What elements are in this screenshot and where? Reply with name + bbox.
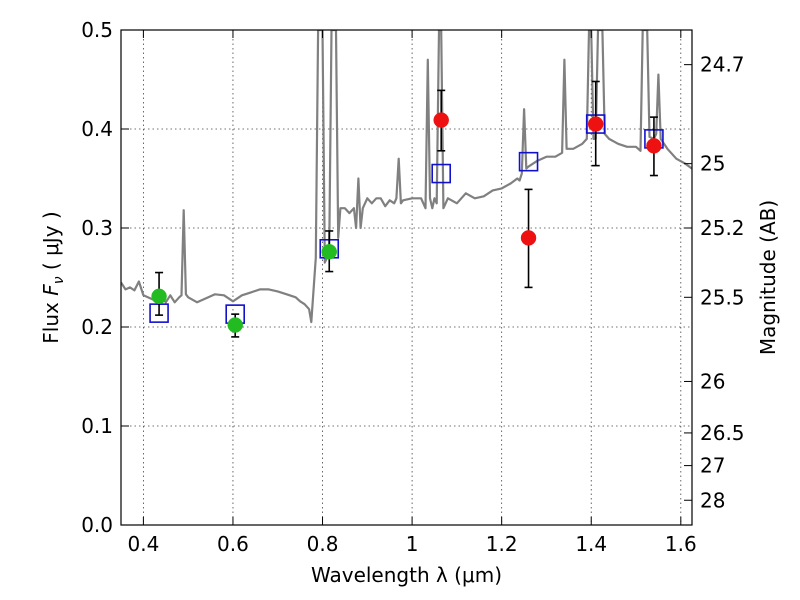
y-axis-title-prefix: Flux <box>39 296 63 344</box>
data-point-marker <box>587 116 604 132</box>
x-tick-label: 1.4 <box>575 532 607 556</box>
photometry-point <box>646 116 662 177</box>
y-tick-label: 0.2 <box>81 315 113 339</box>
data-point-marker <box>227 317 243 333</box>
data-point-marker <box>151 288 167 305</box>
gridlines <box>121 30 692 525</box>
data-point-marker <box>433 112 449 128</box>
y2-tick-label: 25.5 <box>700 285 745 309</box>
y2-tick-label: 25 <box>700 152 725 176</box>
y-axis-title: Flux Fν ( μJy ) <box>39 211 67 343</box>
data-point-marker <box>520 230 537 246</box>
y2-axis-title: Magnitude (AB) <box>756 200 780 355</box>
model-spectrum-series <box>121 30 692 324</box>
model-spectrum-line <box>121 30 692 324</box>
y-axis-title-subscript: ν <box>51 276 67 284</box>
y2-tick-label: 28 <box>700 488 725 512</box>
model-photometry-box <box>518 151 539 172</box>
x-tick-label: 1.6 <box>665 532 697 556</box>
x-tick-label: 0.6 <box>217 532 249 556</box>
y-axis-title-suffix: ( μJy ) <box>39 211 63 276</box>
y2-tick-label: 24.7 <box>700 53 745 77</box>
photometry-point <box>520 188 537 289</box>
data-point-marker <box>321 244 337 260</box>
x-tick-label: 0.4 <box>127 532 159 556</box>
x-tick-label: 1 <box>406 532 419 556</box>
y2-tick-label: 26.5 <box>700 421 745 445</box>
photometry-point <box>151 271 167 316</box>
data-point-marker <box>646 138 662 154</box>
x-tick-label: 0.8 <box>307 532 339 556</box>
photometry-point <box>587 80 604 167</box>
model-photometry-series <box>149 114 664 324</box>
y-tick-label: 0.5 <box>81 18 113 42</box>
plot-frame <box>120 29 693 526</box>
y-tick-label: 0.4 <box>81 117 113 141</box>
photometry-point <box>321 230 337 273</box>
y2-tick-label: 25.2 <box>700 216 745 240</box>
photometry-point <box>227 313 243 338</box>
y-axis-title-symbol: F <box>39 284 63 296</box>
observed-photometry-series <box>151 80 662 338</box>
photometry-point <box>433 89 449 152</box>
model-photometry-box <box>431 163 452 184</box>
y-tick-label: 0.3 <box>81 216 113 240</box>
y-tick-label: 0.1 <box>81 414 113 438</box>
y2-tick-label: 26 <box>700 369 725 393</box>
x-tick-label: 1.2 <box>486 532 518 556</box>
x-axis-title: Wavelength λ (μm) <box>311 563 502 587</box>
y-tick-label: 0.0 <box>81 513 113 537</box>
axis-ticks: 0.4 0.6 0.8 1 1.2 1.4 1.6 0.0 0.1 0.2 0.3 0.4 0.5 24.… <box>81 18 744 556</box>
y2-tick-label: 27 <box>700 454 725 478</box>
